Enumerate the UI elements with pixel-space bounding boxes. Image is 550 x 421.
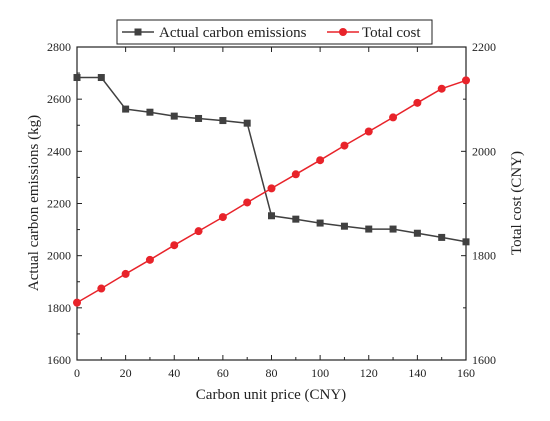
y-tick-label-left: 2800 — [47, 40, 71, 54]
x-tick-label: 0 — [74, 366, 80, 380]
data-point-total-cost — [97, 284, 106, 293]
data-point-total-cost — [437, 84, 446, 93]
data-point-actual-carbon-emissions — [146, 108, 154, 116]
legend-label: Total cost — [362, 25, 421, 41]
data-point-actual-carbon-emissions — [316, 219, 324, 227]
plot-frame — [76, 46, 467, 361]
data-point-actual-carbon-emissions — [365, 225, 373, 233]
data-point-actual-carbon-emissions — [268, 212, 275, 220]
data-point-actual-carbon-emissions — [413, 229, 421, 237]
x-tick-label: 120 — [360, 366, 378, 380]
x-tick-label: 20 — [120, 366, 132, 380]
x-tick-label: 80 — [266, 366, 278, 380]
data-point-total-cost — [194, 227, 203, 236]
data-point-actual-carbon-emissions — [97, 74, 105, 82]
data-point-actual-carbon-emissions — [122, 105, 130, 113]
y-axis-label-left: Actual carbon emissions (kg) — [26, 115, 42, 291]
x-axis-label: Carbon unit price (CNY) — [196, 387, 346, 403]
legend: Actual carbon emissions Total cost — [116, 19, 433, 45]
y-tick-label-left: 2000 — [47, 249, 71, 263]
legend-label: Actual carbon emissions — [159, 25, 307, 41]
data-point-total-cost — [364, 127, 373, 136]
y-tick-label-left: 2400 — [47, 144, 71, 158]
x-tick-label: 60 — [217, 366, 229, 380]
series-layer — [73, 74, 470, 307]
data-point-actual-carbon-emissions — [219, 117, 227, 125]
y-axis-label-right: Total cost (CNY) — [509, 151, 525, 255]
data-point-total-cost — [218, 213, 227, 222]
data-point-total-cost — [243, 198, 252, 207]
y-tick-label-left: 1600 — [47, 353, 71, 367]
y-tick-label-right: 2000 — [472, 144, 496, 158]
data-point-total-cost — [316, 156, 325, 165]
data-point-actual-carbon-emissions — [243, 119, 251, 127]
data-point-total-cost — [291, 170, 300, 179]
y-tick-label-right: 1800 — [472, 249, 496, 263]
legend-marker-circle — [339, 28, 347, 36]
legend-marker-square — [134, 28, 142, 36]
legend-box — [116, 19, 433, 45]
data-point-actual-carbon-emissions — [340, 222, 348, 230]
data-point-total-cost — [267, 184, 276, 193]
data-point-total-cost — [462, 76, 470, 85]
x-tick-label: 40 — [168, 366, 180, 380]
series-total-cost — [73, 76, 470, 307]
y-tick-label-left: 1800 — [47, 301, 71, 315]
data-point-actual-carbon-emissions — [195, 114, 203, 122]
data-point-total-cost — [389, 113, 398, 122]
x-tick-label: 100 — [311, 366, 329, 380]
axes: 0 20 40 60 80 100 120 140 1601600180020002200240… — [47, 40, 496, 380]
x-tick-label: 140 — [408, 366, 426, 380]
y-tick-label-right: 1600 — [472, 353, 496, 367]
data-point-actual-carbon-emissions — [462, 238, 470, 246]
y-tick-label-left: 2600 — [47, 92, 71, 106]
data-point-actual-carbon-emissions — [292, 215, 300, 223]
data-point-total-cost — [73, 298, 81, 307]
data-point-actual-carbon-emissions — [73, 74, 81, 82]
data-point-total-cost — [340, 141, 349, 150]
data-point-actual-carbon-emissions — [438, 233, 446, 241]
x-tick-label: 160 — [457, 366, 475, 380]
y-tick-label-right: 2200 — [472, 40, 496, 54]
data-point-actual-carbon-emissions — [170, 112, 178, 120]
data-point-total-cost — [145, 255, 154, 264]
data-point-total-cost — [121, 269, 130, 278]
data-point-actual-carbon-emissions — [389, 225, 397, 233]
y-tick-label-left: 2200 — [47, 197, 71, 211]
data-point-total-cost — [170, 241, 179, 250]
series-actual-carbon-emissions — [73, 74, 470, 246]
data-point-total-cost — [413, 98, 422, 107]
